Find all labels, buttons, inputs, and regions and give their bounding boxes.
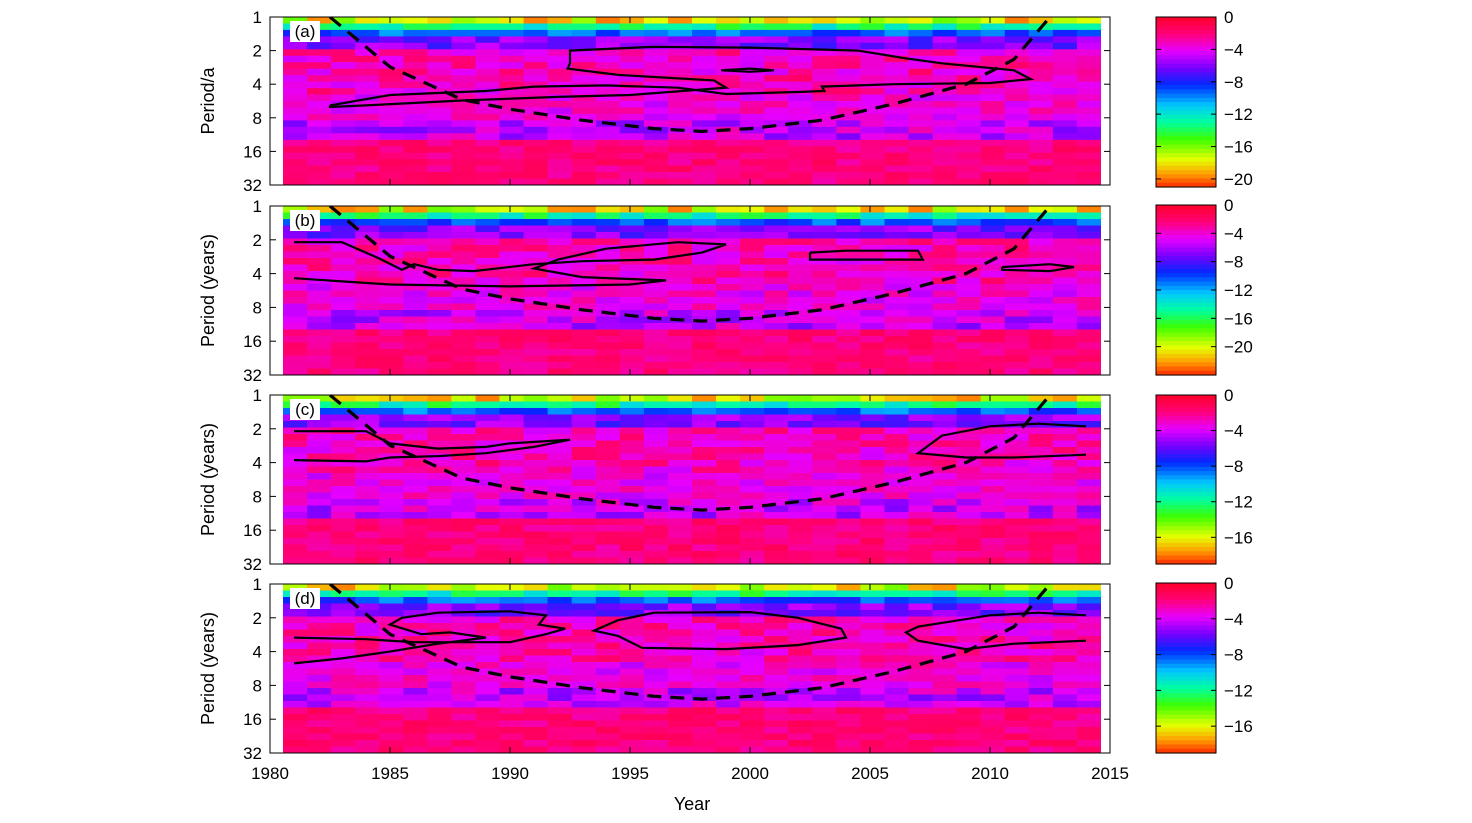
colorbar-tick-label: −4	[1224, 610, 1243, 629]
y-axis-label: Period (years)	[198, 234, 218, 347]
colorbar-tick-label: −4	[1224, 422, 1243, 441]
y-tick-label: 4	[253, 643, 262, 662]
y-tick-label: 32	[243, 176, 262, 195]
y-tick-label: 1	[253, 8, 262, 27]
svg-text:(d): (d)	[295, 589, 316, 608]
colorbar-tick-label: −12	[1224, 105, 1253, 124]
colorbar-tick-label: −16	[1224, 138, 1253, 157]
y-tick-label: 1	[253, 386, 262, 405]
heatmap-cells	[283, 395, 1101, 564]
y-tick-label: 1	[253, 197, 262, 216]
colorbar-tick-label: −8	[1224, 646, 1243, 665]
y-tick-label: 1	[253, 575, 262, 594]
y-tick-label: 2	[253, 420, 262, 439]
cone-of-influence	[328, 206, 1052, 323]
significance-contour	[590, 610, 848, 651]
y-tick-label: 8	[253, 298, 262, 317]
colorbar-tick-label: −20	[1224, 170, 1253, 189]
x-tick-label: 1985	[371, 764, 409, 783]
x-tick-label: 1980	[251, 764, 289, 783]
panel-label: (c)	[290, 399, 320, 420]
x-tick-label: 2015	[1091, 764, 1129, 783]
y-axis-label: Period (years)	[198, 423, 218, 536]
y-tick-label: 2	[253, 609, 262, 628]
y-tick-label: 4	[253, 265, 262, 284]
axes-frame	[269, 583, 1111, 754]
colorbar-tick-label: −12	[1224, 493, 1253, 512]
colorbar-tick-label: 0	[1224, 196, 1233, 215]
colorbar: 0 −4 −8 −12 −16 −20	[1155, 8, 1253, 189]
significance-contour	[808, 249, 925, 261]
panel-label: (a)	[290, 21, 320, 42]
heatmap-cells	[283, 584, 1101, 753]
colorbar: 0 −4 −8 −12 −16 −20	[1155, 196, 1253, 376]
colorbar-tick-label: −8	[1224, 73, 1243, 92]
axes-frame	[269, 16, 1111, 186]
y-tick-label: 8	[253, 676, 262, 695]
y-tick-label: 16	[243, 521, 262, 540]
panel-d: 1 2 4 8 16 32 Period (years) (d) 0 −4 −8 −12 −16	[198, 574, 1253, 763]
panel-b: 1 2 4 8 16 32 Period (years) (b) 0 −4 −8 −12 −16 −20	[198, 196, 1253, 385]
panel-a: 1 2 4 8 16 32 Period/a (a) 0 −4 −8 −12 −16 −20	[198, 8, 1253, 195]
colorbar-tick-label: −8	[1224, 253, 1243, 272]
y-tick-label: 4	[253, 75, 262, 94]
x-tick-label: 1990	[491, 764, 529, 783]
y-tick-label: 8	[253, 487, 262, 506]
y-tick-label: 16	[243, 142, 262, 161]
y-tick-label: 8	[253, 109, 262, 128]
colorbar-tick-label: −12	[1224, 281, 1253, 300]
colorbar-tick-label: −4	[1224, 224, 1243, 243]
colorbar-tick-label: −12	[1224, 681, 1253, 700]
colorbar-tick-label: −4	[1224, 40, 1243, 59]
cone-of-influence	[328, 584, 1052, 701]
y-tick-label: 2	[253, 231, 262, 250]
svg-text:(c): (c)	[295, 400, 315, 419]
y-tick-label: 16	[243, 332, 262, 351]
y-tick-label: 2	[253, 42, 262, 61]
axes-frame	[269, 394, 1111, 565]
significance-contour	[293, 241, 727, 288]
colorbar-tick-label: −8	[1224, 457, 1243, 476]
significance-contour	[903, 611, 1087, 651]
y-tick-label: 32	[243, 366, 262, 385]
y-tick-label: 4	[253, 454, 262, 473]
y-axis-label: Period/a	[198, 66, 218, 134]
heatmap-cells	[283, 206, 1101, 375]
y-tick-label: 16	[243, 710, 262, 729]
panel-c: 1 2 4 8 16 32 Period (years) (c) 0 −4 −8 −12 −16	[198, 386, 1253, 574]
axes-frame	[269, 205, 1111, 376]
significance-contour	[293, 610, 566, 665]
colorbar-tick-label: −20	[1224, 338, 1253, 357]
y-tick-label: 32	[243, 555, 262, 574]
significance-contour	[328, 45, 1035, 109]
y-tick-label: 32	[243, 744, 262, 763]
panel-label: (b)	[290, 210, 320, 231]
panel-label: (d)	[290, 588, 320, 609]
colorbar-tick-label: 0	[1224, 8, 1233, 27]
x-tick-label: 1995	[611, 764, 649, 783]
svg-text:(a): (a)	[295, 22, 316, 41]
significance-contour	[1000, 263, 1075, 273]
cone-of-influence	[328, 395, 1052, 512]
colorbar-tick-label: −16	[1224, 309, 1253, 328]
significance-contour	[915, 422, 1087, 459]
colorbar-tick-label: −16	[1224, 717, 1253, 736]
colorbar-tick-label: 0	[1224, 574, 1233, 593]
colorbar-tick-label: 0	[1224, 386, 1233, 405]
colorbar: 0 −4 −8 −12 −16	[1155, 386, 1253, 565]
y-axis-label: Period (years)	[198, 612, 218, 725]
heatmap-cells	[283, 17, 1101, 185]
x-tick-label: 2000	[731, 764, 769, 783]
x-tick-label: 2010	[971, 764, 1009, 783]
x-axis-label: Year	[674, 794, 710, 814]
significance-contour	[721, 67, 775, 73]
x-tick-label: 2005	[851, 764, 889, 783]
colorbar-tick-label: −16	[1224, 528, 1253, 547]
colorbar: 0 −4 −8 −12 −16	[1155, 574, 1253, 754]
svg-text:(b): (b)	[295, 211, 316, 230]
cone-of-influence	[328, 17, 1052, 134]
